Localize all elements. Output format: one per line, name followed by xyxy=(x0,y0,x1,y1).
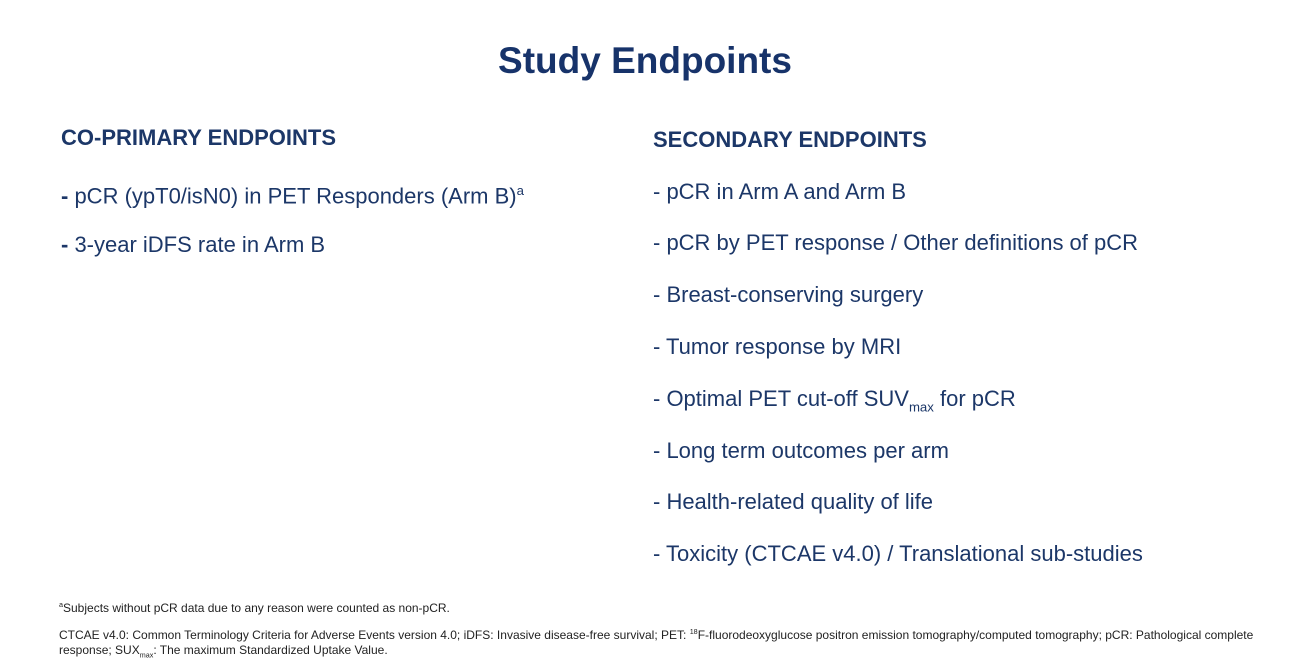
superscript: a xyxy=(59,600,63,609)
footnote-text: CTCAE v4.0: Common Terminology Criteria … xyxy=(59,628,690,642)
superscript: a xyxy=(516,183,524,198)
item-text: for pCR xyxy=(933,386,1016,411)
endpoint-item: - Breast-conserving surgery xyxy=(653,282,924,307)
footnote-text: : The maximum Standardized Uptake Value. xyxy=(153,643,388,657)
footnote-text: Subjects without pCR data due to any rea… xyxy=(63,601,450,615)
bullet: - xyxy=(61,232,69,257)
endpoint-item: - pCR (ypT0/isN0) in PET Responders (Arm… xyxy=(61,183,524,209)
item-text: - Optimal PET cut-off SUV xyxy=(653,386,909,411)
section-heading: SECONDARY ENDPOINTS xyxy=(653,127,927,152)
item-text: pCR (ypT0/isN0) in PET Responders (Arm B… xyxy=(68,183,517,209)
section-heading: CO-PRIMARY ENDPOINTS xyxy=(61,125,337,150)
bullet: - xyxy=(61,183,69,209)
subscript: max xyxy=(139,650,154,660)
endpoint-item: - Health-related quality of life xyxy=(653,489,934,514)
item-text: 3-year iDFS rate in Arm B xyxy=(68,232,326,257)
endpoint-item: - Optimal PET cut-off SUVmax for pCR xyxy=(653,386,1016,414)
superscript: 18 xyxy=(689,627,698,636)
endpoint-item: - pCR in Arm A and Arm B xyxy=(653,179,907,204)
endpoint-item: - pCR by PET response / Other definition… xyxy=(653,230,1139,255)
slide-title: Study Endpoints xyxy=(498,40,792,81)
footnote-text: F-fluorodeoxyglucose positron emission t… xyxy=(59,628,1254,657)
endpoint-item: - 3-year iDFS rate in Arm B xyxy=(61,232,325,258)
endpoint-item: - Toxicity (CTCAE v4.0) / Translational … xyxy=(653,541,1143,566)
endpoint-item: - Tumor response by MRI xyxy=(653,334,902,359)
footnote: CTCAE v4.0: Common Terminology Criteria … xyxy=(59,624,1284,662)
footnote: aSubjects without pCR data due to any re… xyxy=(59,600,450,615)
subscript: max xyxy=(908,399,934,415)
endpoint-item: - Long term outcomes per arm xyxy=(653,438,949,463)
